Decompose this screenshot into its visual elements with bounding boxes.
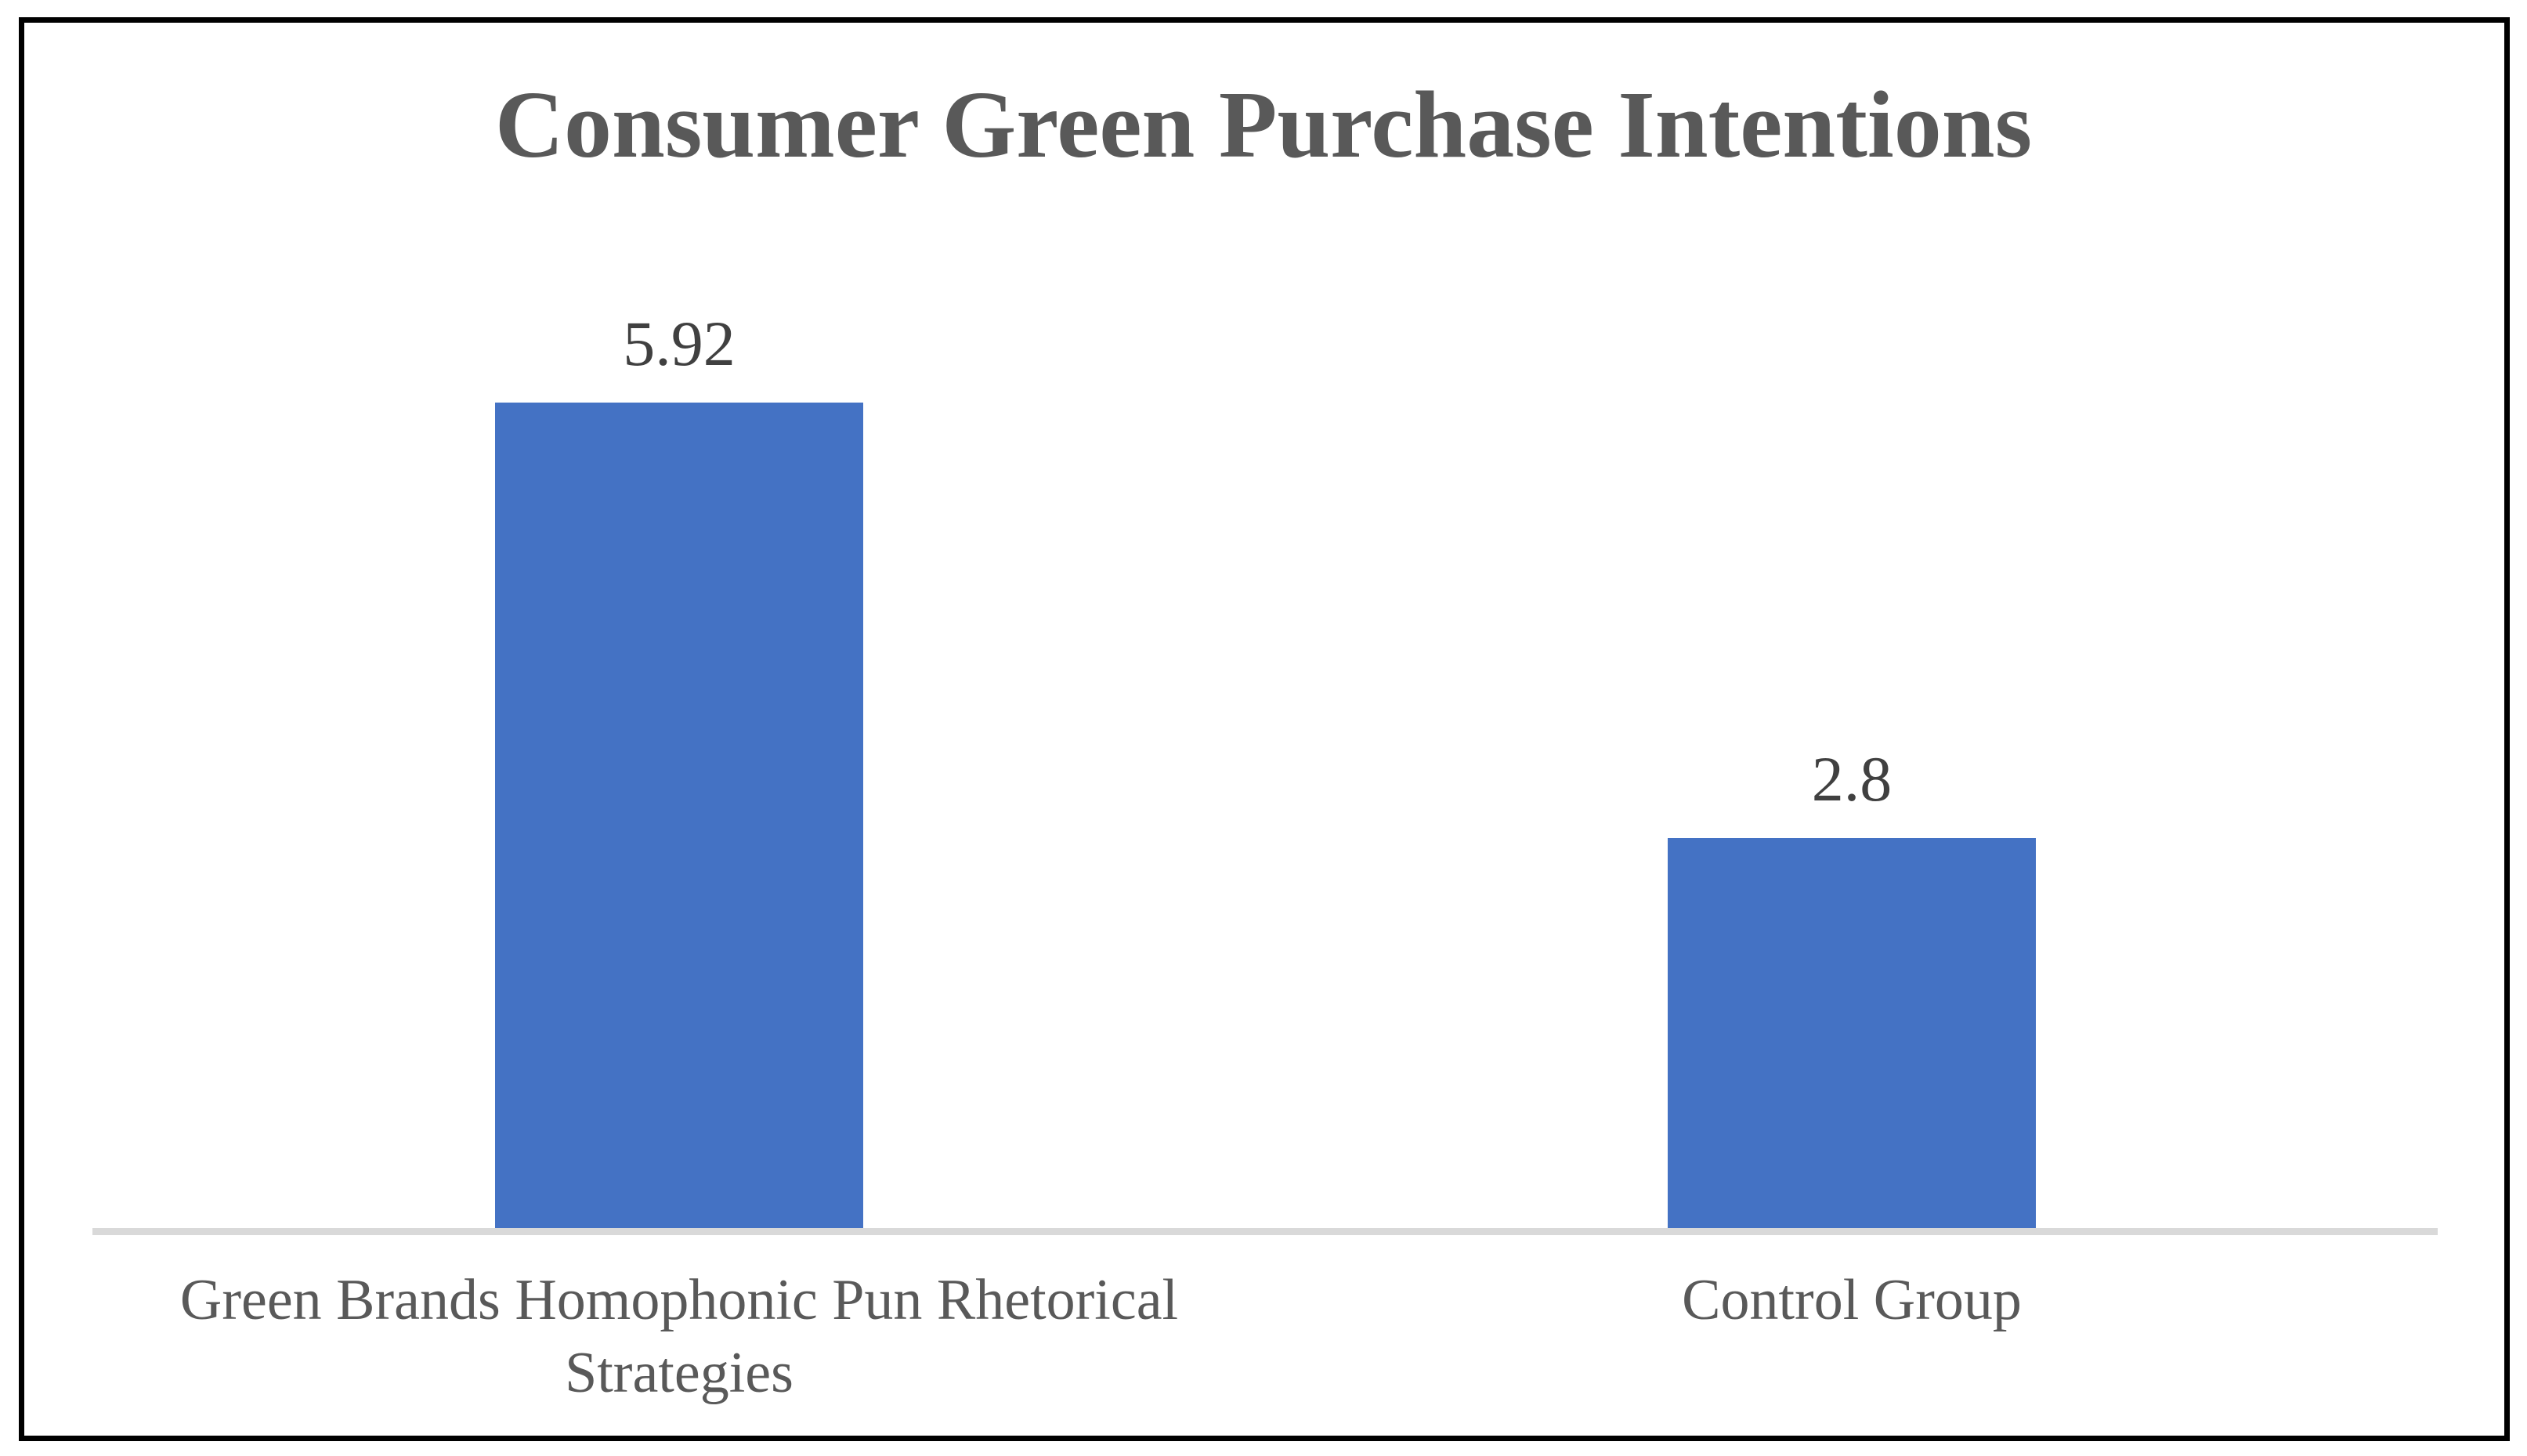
bar-value-label: 2.8 — [1811, 743, 1893, 815]
bar — [495, 403, 863, 1228]
bar-value-label: 5.92 — [623, 308, 736, 379]
bar-category-label: Green Brands Homophonic Pun Rhetorical S… — [179, 1268, 1179, 1405]
bar-category-label: Control Group — [1682, 1268, 2022, 1332]
chart-title: Consumer Green Purchase Intentions — [494, 72, 2033, 178]
x-axis-line — [92, 1228, 2438, 1235]
chart-border-frame — [19, 17, 2510, 1441]
bar — [1668, 838, 2036, 1228]
